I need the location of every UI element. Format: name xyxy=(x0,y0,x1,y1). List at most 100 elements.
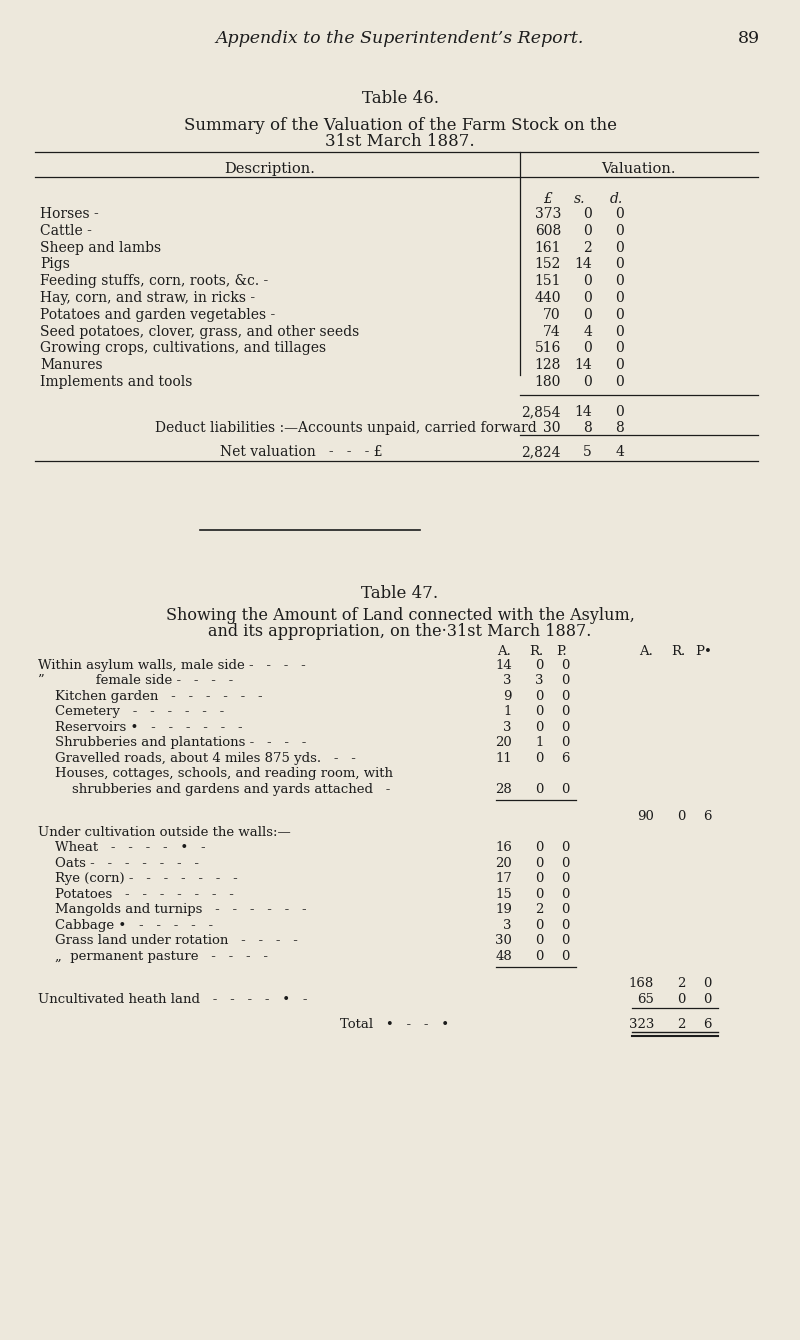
Text: 152: 152 xyxy=(534,257,561,272)
Text: Potatoes   -   -   -   -   -   -   -: Potatoes - - - - - - - xyxy=(38,888,234,900)
Text: 0: 0 xyxy=(615,224,624,237)
Text: 65: 65 xyxy=(637,993,654,1006)
Text: Net valuation   -   -   - £: Net valuation - - - £ xyxy=(220,445,382,458)
Text: 2,824: 2,824 xyxy=(522,445,561,458)
Text: 0: 0 xyxy=(615,324,624,339)
Text: Table 46.: Table 46. xyxy=(362,90,438,107)
Text: 0: 0 xyxy=(562,736,570,749)
Text: 516: 516 xyxy=(534,342,561,355)
Text: 0: 0 xyxy=(562,690,570,702)
Text: 48: 48 xyxy=(495,950,512,963)
Text: Gravelled roads, about 4 miles 875 yds.   -   -: Gravelled roads, about 4 miles 875 yds. … xyxy=(38,752,356,765)
Text: A.: A. xyxy=(497,645,511,658)
Text: 180: 180 xyxy=(534,375,561,389)
Text: 2: 2 xyxy=(678,977,686,990)
Text: 3: 3 xyxy=(503,919,512,931)
Text: R.: R. xyxy=(529,645,543,658)
Text: 0: 0 xyxy=(583,342,592,355)
Text: 0: 0 xyxy=(536,919,544,931)
Text: Appendix to the Superintendent’s Report.: Appendix to the Superintendent’s Report. xyxy=(216,29,584,47)
Text: 0: 0 xyxy=(536,721,544,734)
Text: 14: 14 xyxy=(495,659,512,671)
Text: 0: 0 xyxy=(704,977,712,990)
Text: 0: 0 xyxy=(615,405,624,419)
Text: P•: P• xyxy=(695,645,713,658)
Text: Horses -: Horses - xyxy=(40,206,98,221)
Text: Within asylum walls, male side -   -   -   -: Within asylum walls, male side - - - - xyxy=(38,659,306,671)
Text: Deduct liabilities :—Accounts unpaid, carried forward: Deduct liabilities :—Accounts unpaid, ca… xyxy=(155,421,537,434)
Text: R.: R. xyxy=(671,645,685,658)
Text: 0: 0 xyxy=(536,705,544,718)
Text: 1: 1 xyxy=(536,736,544,749)
Text: 128: 128 xyxy=(534,358,561,373)
Text: „  permanent pasture   -   -   -   -: „ permanent pasture - - - - xyxy=(38,950,268,963)
Text: ”            female side -   -   -   -: ” female side - - - - xyxy=(38,674,234,687)
Text: 0: 0 xyxy=(615,291,624,306)
Text: 20: 20 xyxy=(495,736,512,749)
Text: Reservoirs •   -   -   -   -   -   -: Reservoirs • - - - - - - xyxy=(38,721,242,734)
Text: 6: 6 xyxy=(562,752,570,765)
Text: 5: 5 xyxy=(583,445,592,458)
Text: 30: 30 xyxy=(543,421,561,434)
Text: Mangolds and turnips   -   -   -   -   -   -: Mangolds and turnips - - - - - - xyxy=(38,903,306,917)
Text: 31st March 1887.: 31st March 1887. xyxy=(325,133,475,150)
Text: 0: 0 xyxy=(536,856,544,870)
Text: 2: 2 xyxy=(583,241,592,255)
Text: 6: 6 xyxy=(703,811,712,823)
Text: Potatoes and garden vegetables -: Potatoes and garden vegetables - xyxy=(40,308,275,322)
Text: Cabbage •   -   -   -   -   -: Cabbage • - - - - - xyxy=(38,919,213,931)
Text: Rye (corn) -   -   -   -   -   -   -: Rye (corn) - - - - - - - xyxy=(38,872,238,886)
Text: 0: 0 xyxy=(615,342,624,355)
Text: Grass land under rotation   -   -   -   -: Grass land under rotation - - - - xyxy=(38,934,298,947)
Text: 0: 0 xyxy=(583,206,592,221)
Text: 0: 0 xyxy=(615,375,624,389)
Text: 0: 0 xyxy=(562,872,570,886)
Text: 0: 0 xyxy=(562,919,570,931)
Text: 440: 440 xyxy=(534,291,561,306)
Text: Table 47.: Table 47. xyxy=(362,584,438,602)
Text: Showing the Amount of Land connected with the Asylum,: Showing the Amount of Land connected wit… xyxy=(166,607,634,624)
Text: 14: 14 xyxy=(574,405,592,419)
Text: 0: 0 xyxy=(615,206,624,221)
Text: 0: 0 xyxy=(562,674,570,687)
Text: 0: 0 xyxy=(536,950,544,963)
Text: 0: 0 xyxy=(536,783,544,796)
Text: 0: 0 xyxy=(562,903,570,917)
Text: 0: 0 xyxy=(562,950,570,963)
Text: Seed potatoes, clover, grass, and other seeds: Seed potatoes, clover, grass, and other … xyxy=(40,324,359,339)
Text: shrubberies and gardens and yards attached   -: shrubberies and gardens and yards attach… xyxy=(38,783,390,796)
Text: Total   •   -   -   •: Total • - - • xyxy=(340,1018,449,1032)
Text: 8: 8 xyxy=(583,421,592,434)
Text: Summary of the Valuation of the Farm Stock on the: Summary of the Valuation of the Farm Sto… xyxy=(183,117,617,134)
Text: Feeding stuffs, corn, roots, &c. -: Feeding stuffs, corn, roots, &c. - xyxy=(40,275,268,288)
Text: 0: 0 xyxy=(562,783,570,796)
Text: 168: 168 xyxy=(629,977,654,990)
Text: 0: 0 xyxy=(562,934,570,947)
Text: Description.: Description. xyxy=(225,162,315,176)
Text: 4: 4 xyxy=(583,324,592,339)
Text: £: £ xyxy=(543,192,552,206)
Text: Implements and tools: Implements and tools xyxy=(40,375,192,389)
Text: 0: 0 xyxy=(562,888,570,900)
Text: 0: 0 xyxy=(583,375,592,389)
Text: 0: 0 xyxy=(678,993,686,1006)
Text: 0: 0 xyxy=(536,690,544,702)
Text: and its appropriation, on the·31st March 1887.: and its appropriation, on the·31st March… xyxy=(208,623,592,639)
Text: 0: 0 xyxy=(615,257,624,272)
Text: 373: 373 xyxy=(534,206,561,221)
Text: Wheat   -   -   -   -   •   -: Wheat - - - - • - xyxy=(38,842,206,855)
Text: 0: 0 xyxy=(615,275,624,288)
Text: Under cultivation outside the walls:—: Under cultivation outside the walls:— xyxy=(38,827,290,839)
Text: Cemetery   -   -   -   -   -   -: Cemetery - - - - - - xyxy=(38,705,224,718)
Text: 2,854: 2,854 xyxy=(522,405,561,419)
Text: d.: d. xyxy=(610,192,623,206)
Text: 0: 0 xyxy=(678,811,686,823)
Text: 89: 89 xyxy=(738,29,760,47)
Text: 90: 90 xyxy=(637,811,654,823)
Text: Pigs: Pigs xyxy=(40,257,70,272)
Text: 0: 0 xyxy=(562,721,570,734)
Text: 70: 70 xyxy=(543,308,561,322)
Text: 17: 17 xyxy=(495,872,512,886)
Text: Valuation.: Valuation. xyxy=(601,162,675,176)
Text: 15: 15 xyxy=(495,888,512,900)
